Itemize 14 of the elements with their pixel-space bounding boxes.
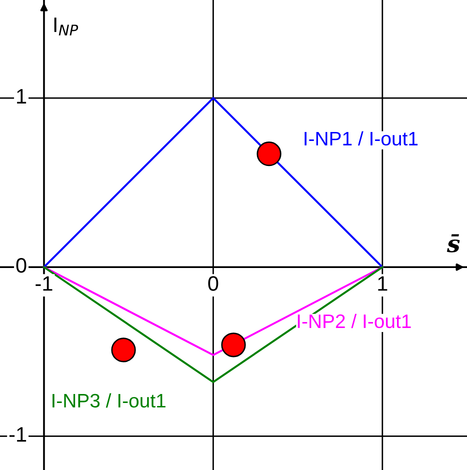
x-tick-label: -1 — [36, 276, 52, 291]
x-tick-label: 0 — [208, 276, 218, 291]
x-tick-label: 1 — [378, 276, 388, 291]
series-label: I-NP3 / I-out1 — [52, 393, 166, 408]
y-tick-label: 1 — [17, 89, 26, 104]
y-tick-label: 0 — [16, 258, 26, 273]
y-axis-title: I$_{NP}$ — [54, 18, 78, 36]
series-label: I-NP1 / I-out1 — [304, 131, 418, 146]
x-axis-title: s̄ — [446, 234, 460, 252]
series-label: I-NP2 / I-out1 — [298, 314, 411, 328]
point — [256, 142, 282, 166]
y-tick-label: -1 — [9, 427, 26, 442]
point — [221, 332, 246, 358]
point — [111, 338, 136, 362]
